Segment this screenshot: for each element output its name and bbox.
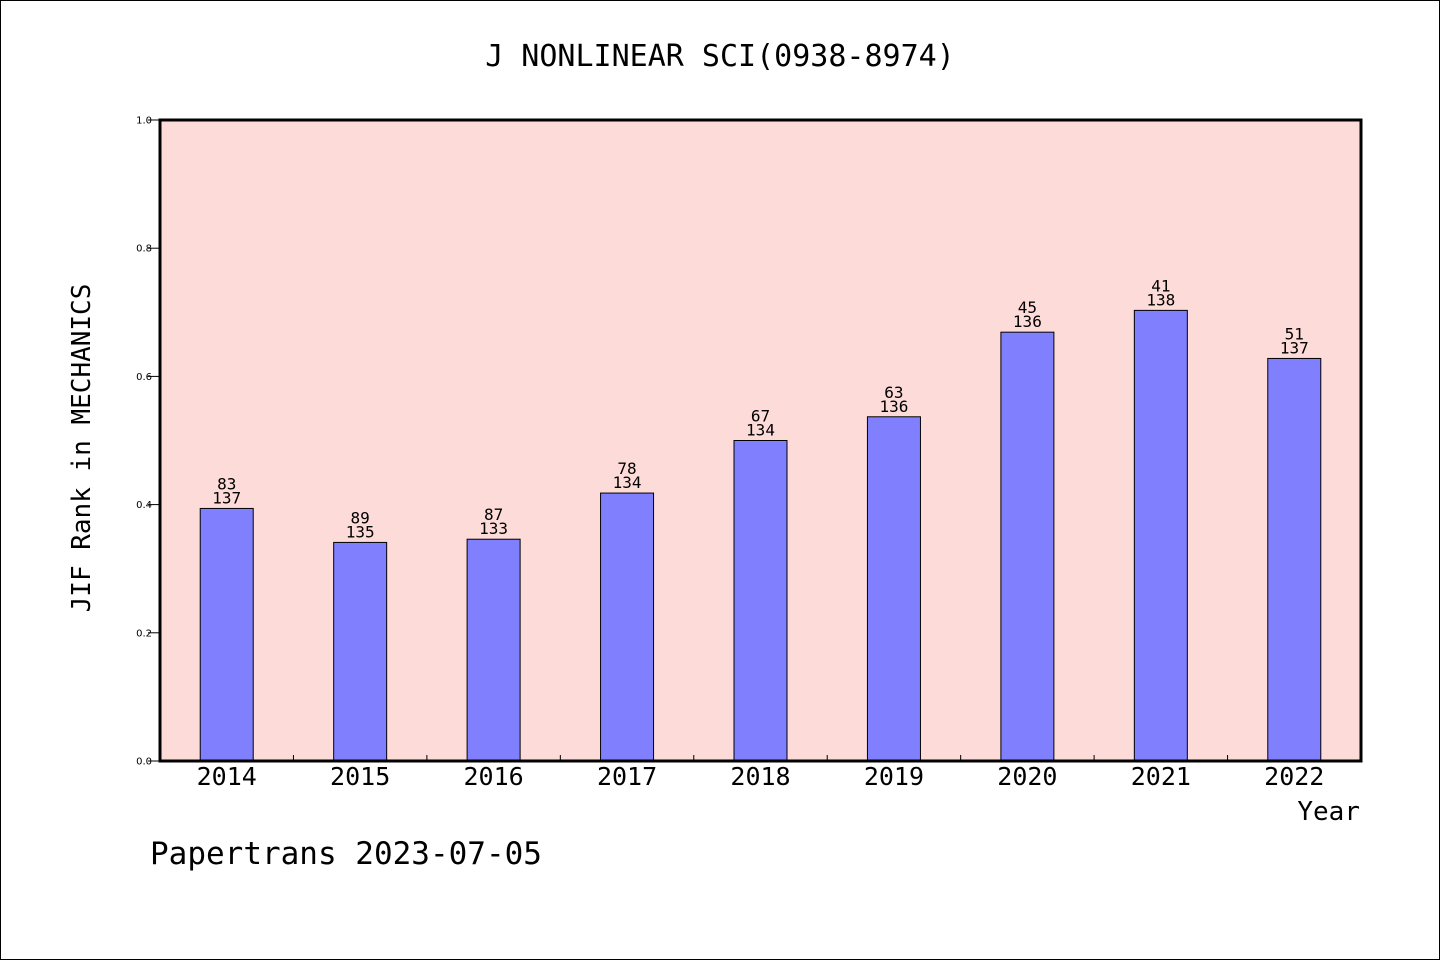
x-tick-label: 2020 xyxy=(997,762,1057,791)
x-tick-label: 2014 xyxy=(197,762,257,791)
x-tick-label: 2022 xyxy=(1264,762,1324,791)
bar-rank-label: 87 xyxy=(484,505,503,524)
y-tick-label: 0.6 xyxy=(136,372,152,383)
bar-labels-layer: 8313789135871337813467134631364513641138… xyxy=(212,276,1308,541)
bar xyxy=(733,440,788,762)
bar-rank-label: 51 xyxy=(1285,324,1304,343)
bar-total-label: 137 xyxy=(1280,338,1309,357)
bar xyxy=(1000,331,1055,762)
bar xyxy=(866,416,921,762)
x-tick-label: 2019 xyxy=(864,762,924,791)
bar-rank-label: 78 xyxy=(617,459,636,478)
bars-layer xyxy=(199,309,1322,762)
bar-total-label: 136 xyxy=(879,397,908,416)
bar-rank-label: 63 xyxy=(884,383,903,402)
bar xyxy=(1133,309,1188,762)
x-tick-label: 2018 xyxy=(730,762,790,791)
y-axis-label: JIF Rank in MECHANICS xyxy=(67,284,97,613)
x-axis-label: Year xyxy=(1297,797,1360,827)
bar-rank-label: 83 xyxy=(217,474,236,493)
x-tick-label: 2016 xyxy=(464,762,524,791)
bar xyxy=(333,541,388,762)
chart-title: J NONLINEAR SCI(0938-8974) xyxy=(485,39,955,74)
bar xyxy=(199,507,254,762)
y-tick-label: 0.8 xyxy=(136,244,152,255)
y-axis: 0.0 0.2 0.4 0.6 0.8 1.0 xyxy=(136,116,160,768)
bar-rank-label: 45 xyxy=(1018,298,1037,317)
bar-rank-label: 41 xyxy=(1151,276,1170,295)
x-axis: 2014 2015 2016 2017 2018 2019 2020 2021 2022 xyxy=(197,755,1324,791)
bar-total-label: 136 xyxy=(1013,312,1042,331)
x-tick-label: 2017 xyxy=(597,762,657,791)
bar-total-label: 134 xyxy=(746,421,775,440)
plot-border xyxy=(158,118,1363,763)
bar-total-label: 137 xyxy=(212,488,241,507)
bar xyxy=(600,492,655,762)
bar-total-label: 138 xyxy=(1146,290,1175,309)
y-tick-label: 1.0 xyxy=(136,116,152,127)
bar-rank-label: 67 xyxy=(751,407,770,426)
y-tick-label: 0.4 xyxy=(136,500,152,511)
y-tick-label: 0.2 xyxy=(136,628,152,639)
bar-total-label: 133 xyxy=(479,519,508,538)
x-tick-label: 2015 xyxy=(330,762,390,791)
x-tick-label: 2021 xyxy=(1131,762,1191,791)
bar-rank-label: 89 xyxy=(351,508,370,527)
y-tick-label: 0.0 xyxy=(136,757,152,768)
bar xyxy=(1267,357,1322,762)
footer-text: Papertrans 2023-07-05 xyxy=(150,836,542,872)
bar-total-label: 134 xyxy=(613,473,642,492)
bar xyxy=(466,538,521,762)
bar-total-label: 135 xyxy=(346,522,375,541)
